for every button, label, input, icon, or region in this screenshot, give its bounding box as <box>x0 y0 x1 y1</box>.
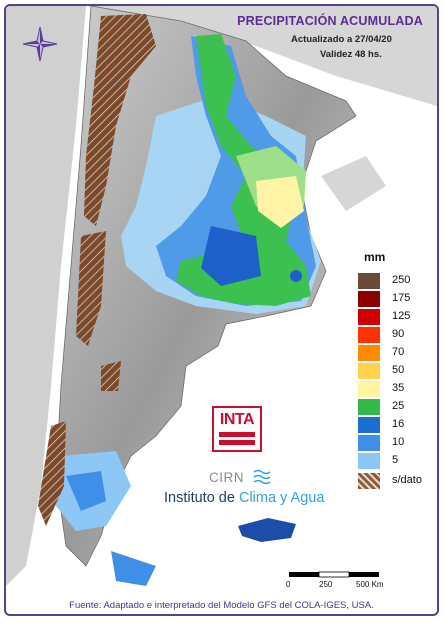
scale-bar <box>289 571 379 578</box>
rain-tierra-del-fuego <box>111 551 156 586</box>
legend-item: s/dato <box>358 472 437 490</box>
rain-16mm-core-east <box>290 270 302 282</box>
legend-item: 16 <box>358 416 437 434</box>
legend-item: 250 <box>358 272 437 290</box>
inta-logo-bar <box>219 432 255 437</box>
legend-swatch <box>358 345 380 361</box>
legend-swatch <box>358 273 380 289</box>
legend-label: 70 <box>392 346 405 358</box>
institute-highlight: Clima y Agua <box>238 490 325 506</box>
no-data-andes-center <box>76 231 106 346</box>
precipitation-map <box>6 6 437 586</box>
compass-rose-icon <box>22 26 58 62</box>
legend-item: 25 <box>358 398 437 416</box>
rain-10mm-south <box>66 471 106 511</box>
legend-item: 125 <box>358 308 437 326</box>
legend-swatch <box>358 381 380 397</box>
map-frame: PRECIPITACIÓN ACUMULADA Actualizado a 27… <box>4 4 439 616</box>
scale-label-500: 500 Km <box>356 580 384 589</box>
legend-swatch <box>358 453 380 469</box>
legend-label: 16 <box>392 418 405 430</box>
legend-swatch <box>358 363 380 379</box>
legend-label: 25 <box>392 400 405 412</box>
updated-date: Actualizado a 27/04/20 <box>291 34 392 45</box>
legend-label: 90 <box>392 328 405 340</box>
legend-swatch <box>358 435 380 451</box>
legend-swatch <box>358 309 380 325</box>
legend-swatch <box>358 291 380 307</box>
validity: Validez 48 hs. <box>320 49 382 60</box>
scale-label-0: 0 <box>286 580 291 589</box>
no-data-patch <box>101 361 121 391</box>
legend-label: 175 <box>392 292 411 304</box>
institute-prefix: Instituto de <box>164 490 239 506</box>
legend-item: 90 <box>358 326 437 344</box>
no-data-andes-north <box>84 14 156 226</box>
neighbor-land <box>6 6 437 106</box>
inta-logo-text: INTA <box>219 411 255 428</box>
legend-label: 35 <box>392 382 405 394</box>
source-note: Fuente: Adaptado e interpretado del Mode… <box>69 600 374 611</box>
cirn-waves-icon <box>253 469 271 485</box>
legend-swatch <box>358 327 380 343</box>
legend-label: 10 <box>392 436 405 448</box>
legend-label: s/dato <box>392 474 422 486</box>
legend-item: 35 <box>358 380 437 398</box>
chile-land <box>6 6 86 586</box>
map-title: PRECIPITACIÓN ACUMULADA <box>237 14 423 28</box>
legend-swatch <box>358 417 380 433</box>
legend-item: 50 <box>358 362 437 380</box>
inta-logo-bar <box>219 440 255 445</box>
legend-item: 5 <box>358 452 437 470</box>
legend-swatch <box>358 399 380 415</box>
inta-logo: INTA <box>212 406 262 452</box>
no-data-andes-south <box>38 421 66 526</box>
legend-item: 175 <box>358 290 437 308</box>
legend-item: 10 <box>358 434 437 452</box>
cirn-label: CIRN <box>209 470 244 485</box>
scale-labels: 0 250 500 Km <box>286 580 396 592</box>
malvinas-islands <box>238 518 296 542</box>
legend-label: 50 <box>392 364 405 376</box>
institute-name: Instituto de Clima y Agua <box>164 490 324 506</box>
legend-label: 250 <box>392 274 411 286</box>
legend-label: 125 <box>392 310 411 322</box>
legend-unit: mm <box>364 250 386 264</box>
scale-label-250: 250 <box>319 580 333 589</box>
rain-16mm-core <box>201 226 261 286</box>
legend-swatch <box>358 473 380 489</box>
uruguay-land <box>321 156 386 211</box>
legend-label: 5 <box>392 454 399 466</box>
rain-50mm <box>256 176 304 228</box>
legend-item: 70 <box>358 344 437 362</box>
